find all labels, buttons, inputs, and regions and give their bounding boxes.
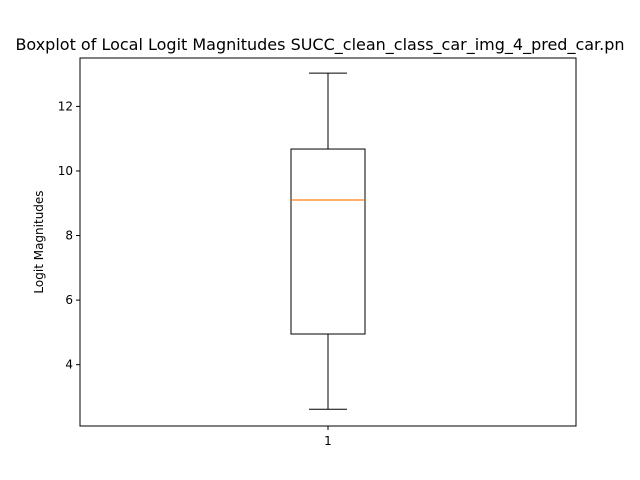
chart-title: Boxplot of Local Logit Magnitudes SUCC_c… [15,35,624,55]
boxes [290,72,366,410]
y-axis: 4 6 8 10 12 [58,99,80,372]
box-iqr [290,148,366,335]
y-tick-label: 10 [58,164,73,178]
x-tick-label: 1 [324,434,332,448]
x-axis: 1 [324,426,332,448]
y-axis-label: Logit Magnitudes [32,190,46,293]
y-tick-label: 12 [58,99,73,113]
y-tick-label: 4 [65,358,73,372]
y-tick-label: 6 [65,293,73,307]
y-tick-label: 8 [65,229,73,243]
